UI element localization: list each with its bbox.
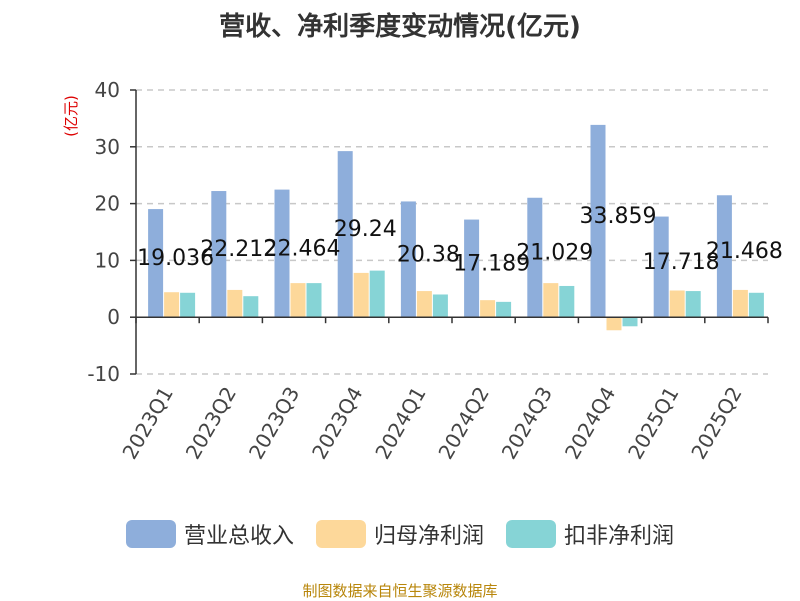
data-label: 33.859: [580, 204, 657, 229]
bar-revenue: [337, 151, 353, 318]
bar-net-profit: [732, 289, 748, 318]
chart-title: 营收、净利季度变动情况(亿元): [219, 12, 581, 42]
x-tick-label: 2023Q1: [117, 383, 177, 464]
legend-item-revenue[interactable]: 营业总收入: [125, 518, 294, 550]
data-label: 17.718: [643, 250, 720, 275]
y-tick-label: 20: [95, 192, 120, 216]
legend-swatch-revenue: [125, 520, 176, 548]
bar-deducted-profit: [432, 294, 448, 318]
bar-revenue: [400, 201, 416, 318]
x-tick-label: 2025Q2: [686, 383, 746, 464]
y-tick-label: 40: [95, 78, 120, 102]
bar-revenue: [148, 209, 164, 318]
bar-revenue: [653, 216, 669, 318]
bar-revenue: [590, 124, 606, 318]
data-label: 20.38: [397, 242, 460, 267]
legend-label-net-profit: 归母净利润: [373, 524, 484, 549]
x-tick-label: 2024Q4: [560, 383, 620, 464]
legend-swatch-deducted-profit: [506, 520, 556, 548]
bar-net-profit: [480, 300, 496, 318]
data-source-note: 制图数据来自恒生聚源数据库: [302, 582, 498, 600]
y-axis-title: (亿元): [62, 95, 80, 137]
legend-swatch-net-profit: [315, 520, 366, 548]
bar-deducted-profit: [243, 296, 259, 318]
x-tick-label: 2023Q4: [307, 383, 367, 464]
y-tick-label: -10: [87, 362, 120, 386]
bar-deducted-profit: [559, 285, 575, 318]
bar-net-profit: [353, 272, 369, 318]
y-tick-label: 0: [107, 305, 120, 329]
data-label: 29.24: [334, 217, 397, 242]
x-tick-label: 2023Q3: [244, 383, 304, 464]
bar-revenue: [716, 195, 732, 318]
bar-net-profit: [290, 283, 306, 318]
legend-label-revenue: 营业总收入: [183, 524, 294, 549]
data-label: 17.189: [453, 251, 530, 276]
x-tick-label: 2023Q2: [181, 383, 241, 464]
data-label: 22.212: [200, 237, 277, 262]
legend-item-deducted-profit[interactable]: 扣非净利润: [506, 518, 674, 550]
bar-revenue: [527, 197, 543, 318]
y-tick-label: 30: [95, 135, 120, 159]
legend-item-net-profit[interactable]: 归母净利润: [315, 518, 484, 550]
data-label: 22.464: [264, 236, 341, 261]
bar-deducted-profit: [685, 291, 701, 318]
bar-net-profit: [606, 317, 622, 331]
x-tick-label: 2024Q1: [370, 383, 430, 464]
bar-revenue: [464, 219, 480, 318]
bar-net-profit: [416, 291, 432, 318]
bar-deducted-profit: [306, 283, 322, 318]
bar-revenue: [274, 189, 290, 318]
bar-deducted-profit: [369, 270, 385, 318]
bar-deducted-profit: [180, 292, 196, 318]
data-label: 21.029: [516, 240, 593, 265]
legend-label-deducted-profit: 扣非净利润: [564, 524, 675, 549]
bar-net-profit: [227, 289, 243, 318]
x-tick-label: 2025Q1: [623, 383, 683, 464]
data-label: 21.468: [706, 239, 783, 264]
bar-deducted-profit: [622, 317, 638, 327]
bar-deducted-profit: [748, 292, 764, 318]
data-label: 19.036: [137, 246, 214, 271]
bar-deducted-profit: [496, 301, 512, 318]
y-tick-label: 10: [95, 248, 120, 272]
x-tick-label: 2024Q3: [497, 383, 557, 464]
bar-net-profit: [669, 290, 685, 318]
bar-net-profit: [543, 283, 559, 318]
x-tick-label: 2024Q2: [433, 382, 493, 463]
legend: 营业总收入 归母净利润 扣非净利润: [0, 518, 800, 550]
bar-revenue: [211, 191, 227, 318]
bar-net-profit: [164, 292, 180, 318]
